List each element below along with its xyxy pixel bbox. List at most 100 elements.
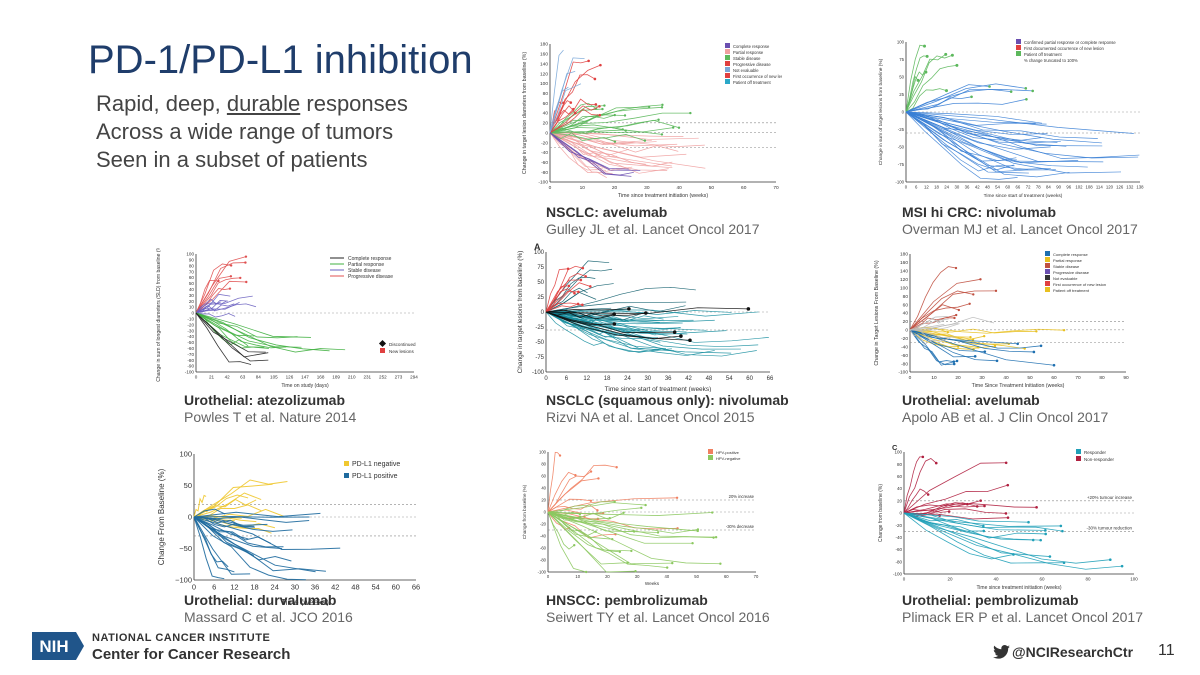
- x-tick-label: 54: [371, 583, 379, 592]
- patient-trajectories: [195, 255, 346, 365]
- patient-trajectories: [905, 44, 1140, 180]
- y-tick-label: 25: [899, 92, 904, 97]
- y-tick-label: -80: [901, 361, 908, 367]
- caption-ref: Rizvi NA et al. Lancet Oncol 2015: [546, 409, 755, 425]
- x-tick-label: 48: [985, 184, 990, 189]
- caption-nsclc-avelumab: NSCLC: avelumab Gulley JL et al. Lancet …: [546, 204, 760, 238]
- x-tick-label: 80: [1099, 375, 1105, 381]
- y-tick-label: -40: [541, 150, 548, 156]
- y-tick-label: 100: [534, 250, 545, 256]
- y-tick-label: -60: [540, 545, 547, 550]
- x-tick-label: 168: [317, 375, 325, 380]
- legend-entry: Not evaluable: [733, 68, 759, 73]
- bullet-3: Seen in a subset of patients: [96, 147, 368, 172]
- legend: Confirmed partial response or complete r…: [1016, 39, 1116, 63]
- x-tick-label: 36: [311, 583, 319, 592]
- legend: PD-L1 negative PD-L1 positive: [344, 461, 400, 480]
- twitter-handle[interactable]: @NCIResearchCtr: [1012, 644, 1134, 660]
- y-tick-label: -100: [898, 370, 908, 376]
- legend-entry: Confirmed partial response or complete r…: [1024, 40, 1116, 45]
- y-tick-label: 50: [189, 281, 195, 286]
- x-tick-label: 66: [767, 376, 774, 382]
- y-axis-label: Change in Target Lesions From Baseline (…: [874, 260, 880, 366]
- y-tick-label: 75: [899, 57, 904, 62]
- caption-ref: Massard C et al. JCO 2016: [184, 609, 353, 625]
- y-tick-label: -25: [898, 127, 905, 132]
- caption-title: NSCLC (squamous only): nivolumab: [546, 392, 789, 408]
- y-tick-label: 30: [189, 293, 195, 298]
- y-tick-label: 100: [894, 450, 902, 455]
- caption-urothelial-durvalumab: Urothelial: durvalumab Massard C et al. …: [184, 592, 353, 626]
- legend-entry: Patient off treatment: [1053, 288, 1090, 293]
- y-tick-label: −100: [175, 576, 192, 585]
- bullet-list: Rapid, deep, durable responses Across a …: [96, 90, 408, 174]
- x-tick-label: 96: [1066, 184, 1071, 189]
- x-tick-label: 54: [726, 376, 733, 382]
- legend-entry: First occurrence of new lesion: [1053, 282, 1106, 287]
- x-tick-label: 0: [903, 577, 906, 582]
- x-tick-label: 84: [256, 375, 262, 380]
- x-tick-label: 42: [331, 583, 339, 592]
- x-tick-label: 12: [924, 184, 929, 189]
- plot-urothelial-avelumab: 180 160 140 120 100 80 60 40 20 0 -20 -40 -60 -80 -100…: [870, 248, 1132, 389]
- x-tick-label: 20: [955, 375, 961, 381]
- x-tick-label: 24: [271, 583, 279, 592]
- y-tick-label: -100: [185, 370, 195, 375]
- x-tick-label: 66: [1016, 184, 1021, 189]
- plot-urothelial-durvalumab: 100 50 0 −50 −100 0 6 12 18 24 30 36 42 48 54 60 66 Time …: [154, 446, 420, 607]
- y-tick-label: 80: [903, 294, 909, 300]
- y-tick-label: 140: [900, 269, 908, 275]
- x-tick-label: 18: [934, 184, 939, 189]
- x-tick-label: 20: [605, 574, 610, 579]
- slide-title: PD-1/PD-L1 inhibition: [88, 38, 473, 82]
- caption-urothelial-pembrolizumab: Urothelial: pembrolizumab Plimack ER P e…: [902, 592, 1143, 626]
- caption-title: HNSCC: pembrolizumab: [546, 592, 708, 608]
- x-tick-label: 50: [709, 185, 715, 191]
- legend-entry: % change truncated to 100%: [1024, 58, 1078, 63]
- legend-entry: Stable disease: [348, 268, 381, 274]
- y-tick-label: -80: [540, 557, 547, 562]
- y-tick-label: 140: [540, 61, 548, 67]
- x-tick-label: 105: [270, 375, 278, 380]
- x-axis-label: Time on study (days): [281, 383, 329, 388]
- bullet-2: Across a wide range of tumors: [96, 119, 394, 144]
- caption-title: Urothelial: pembrolizumab: [902, 592, 1079, 608]
- x-tick-label: 42: [225, 375, 231, 380]
- x-tick-label: 60: [392, 583, 400, 592]
- x-tick-label: 66: [412, 583, 420, 592]
- y-tick-label: 100: [900, 285, 908, 291]
- y-tick-label: -100: [893, 572, 903, 577]
- x-tick-label: 60: [1051, 375, 1057, 381]
- x-tick-label: 24: [624, 376, 631, 382]
- center-name: Center for Cancer Research: [92, 646, 291, 663]
- reference-line-label: 20% increase: [729, 494, 755, 499]
- y-tick-label: -50: [898, 145, 905, 150]
- y-tick-label: -40: [187, 334, 194, 339]
- y-tick-label: 90: [189, 258, 195, 263]
- x-tick-label: 84: [1046, 184, 1051, 189]
- x-tick-label: 102: [1075, 184, 1083, 189]
- x-tick-label: 0: [909, 375, 912, 381]
- y-tick-label: -40: [901, 344, 908, 350]
- y-tick-label: 40: [541, 485, 546, 490]
- x-tick-label: 30: [954, 184, 959, 189]
- x-tick-label: 80: [1085, 577, 1091, 582]
- x-tick-label: 60: [746, 376, 753, 382]
- x-tick-label: 20: [947, 577, 953, 582]
- legend-entry: Stable disease: [733, 56, 761, 61]
- y-tick-label: 80: [543, 91, 549, 97]
- x-tick-label: 147: [301, 375, 309, 380]
- bullet-1-tail: responses: [300, 91, 408, 116]
- y-tick-label: -60: [541, 160, 548, 166]
- caption-msi-crc-nivolumab: MSI hi CRC: nivolumab Overman MJ et al. …: [902, 204, 1138, 238]
- legend-entry: Discontinued: [389, 342, 416, 347]
- y-tick-label: 25: [537, 295, 544, 301]
- y-tick-label: -60: [901, 353, 908, 359]
- legend-entry: First documented occurrence of new lesio…: [1024, 46, 1105, 51]
- legend-entry: Complete response: [733, 44, 770, 49]
- caption-urothelial-avelumab: Urothelial: avelumab Apolo AB et al. J C…: [902, 392, 1108, 426]
- caption-title: Urothelial: durvalumab: [184, 592, 337, 608]
- plot-nsclc-squamous-nivolumab: 100 75 50 25 0 -25 -50 -75 -100 0 6 12 18 24 30 36 42 48 5…: [514, 236, 776, 393]
- legend-entry: Complete response: [1053, 252, 1088, 257]
